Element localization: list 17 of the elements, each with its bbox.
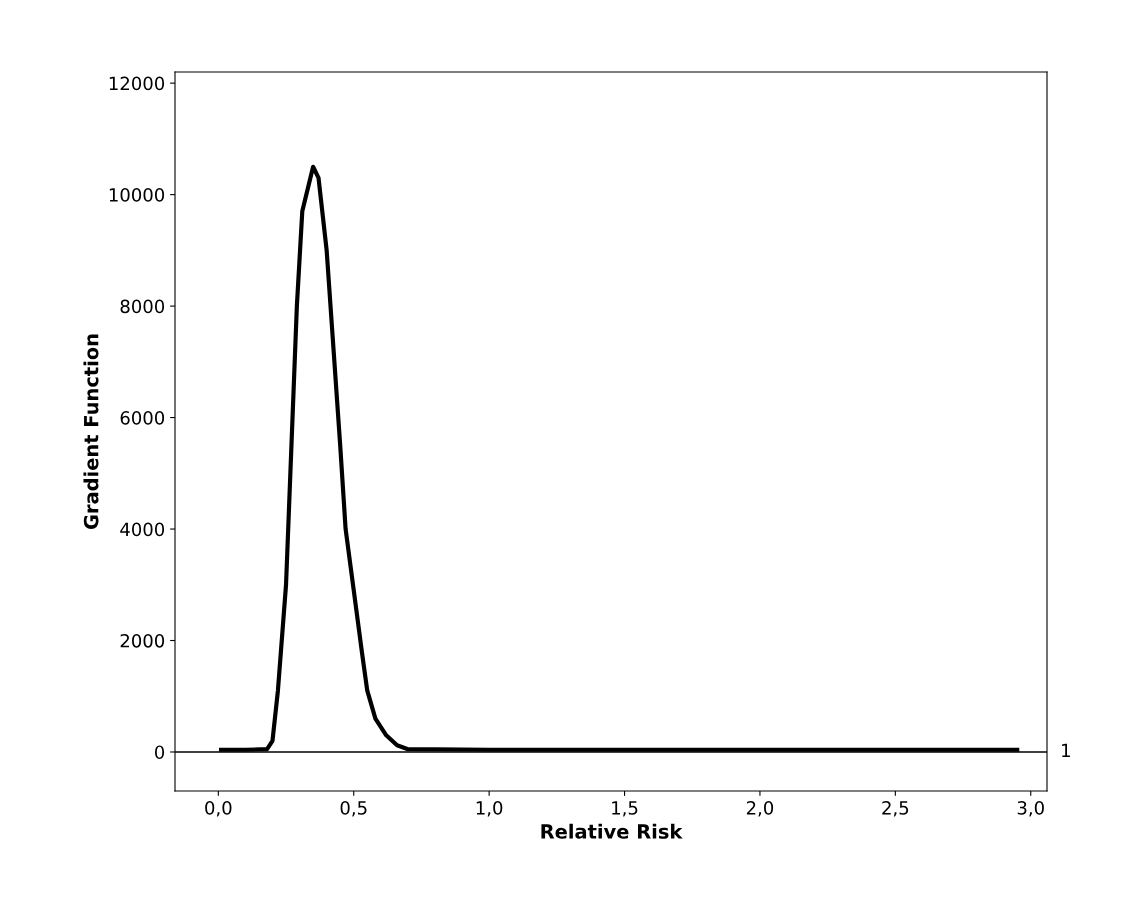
y-tick-label: 10000 xyxy=(109,188,165,202)
text: 1 xyxy=(1062,743,1070,757)
y-tick-label: 12000 xyxy=(109,76,165,91)
x-tick-label: 0,5 xyxy=(340,801,367,817)
y-tick-label: 6000 xyxy=(120,411,165,425)
x-tick-label: 3,0 xyxy=(1017,801,1044,817)
x-tick-label: 2,0 xyxy=(746,801,774,817)
x-tick-label: 0,0 xyxy=(205,801,232,817)
x-tick-label: 1,0 xyxy=(476,801,503,817)
y-axis-title: Gradient Function xyxy=(83,334,99,530)
y-tick-label: 8000 xyxy=(120,299,165,314)
x-tick-label: 1,5 xyxy=(612,801,638,817)
y-tick-label: 4000 xyxy=(120,522,165,537)
x-tick-label: 2,5 xyxy=(882,801,909,817)
y-tick-label: 0 xyxy=(154,745,165,760)
x-axis-title: Relative Risk xyxy=(541,823,683,839)
y-tick-label: 2000 xyxy=(120,633,165,648)
